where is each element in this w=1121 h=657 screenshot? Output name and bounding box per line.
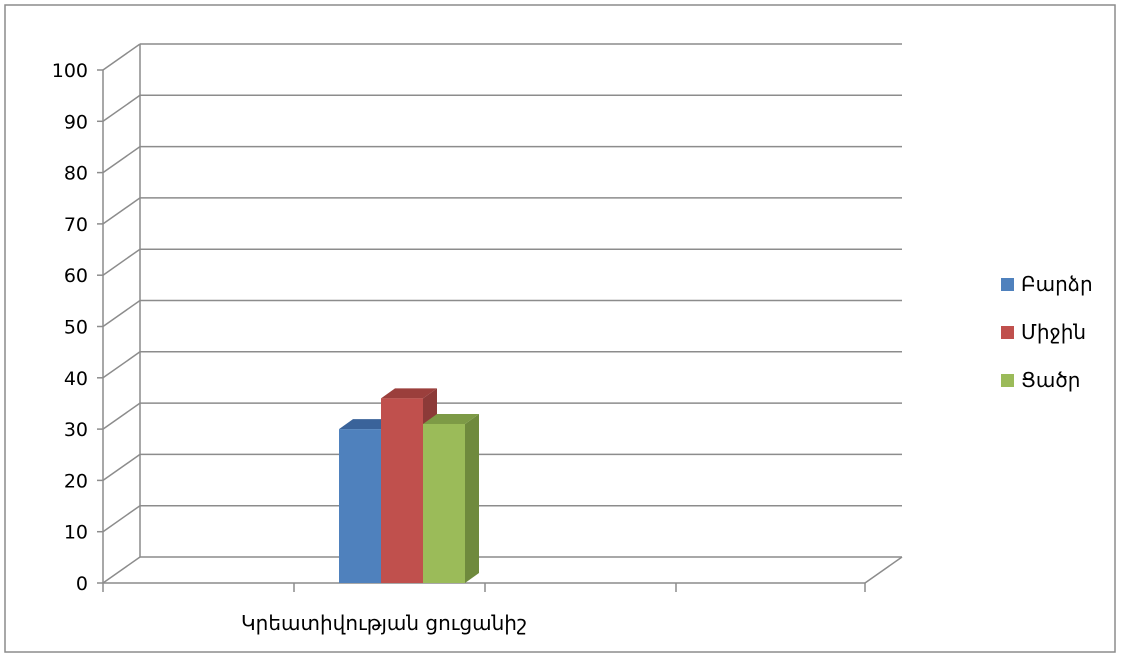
- gridline-side: [102, 299, 141, 328]
- y-tick-label: 100: [52, 60, 88, 82]
- bar-front: [339, 429, 381, 583]
- y-tick-label: 60: [64, 265, 88, 287]
- y-tick-label: 70: [64, 214, 88, 236]
- gridline-side: [102, 351, 141, 379]
- gridline-side: [102, 556, 141, 584]
- legend-item: Բարձր: [1001, 272, 1093, 296]
- gridline-side: [102, 94, 141, 122]
- y-tick-label: 30: [64, 419, 88, 441]
- bar-top: [423, 413, 479, 424]
- y-tick-label: 0: [76, 573, 88, 595]
- legend-label: Բարձր: [1021, 272, 1093, 296]
- y-tick-label: 40: [64, 368, 88, 390]
- bar-front: [381, 398, 423, 583]
- legend-label: Ցածր: [1021, 368, 1080, 392]
- gridline-side: [102, 453, 141, 482]
- y-tick-label: 90: [64, 111, 88, 133]
- legend-swatch: [1001, 278, 1014, 291]
- legend-swatch: [1001, 326, 1014, 339]
- gridline-side: [102, 505, 141, 533]
- floor-right-edge: [864, 556, 903, 584]
- bar-top: [381, 388, 437, 399]
- axes: [97, 44, 903, 592]
- gridline-side: [102, 145, 141, 174]
- y-tick-label: 80: [64, 163, 88, 185]
- legend-label: Միջին: [1021, 320, 1086, 344]
- gridline-side: [102, 248, 141, 276]
- legend-item: Միջին: [1001, 320, 1086, 344]
- bar-3: [423, 413, 479, 583]
- bar-side: [465, 413, 479, 583]
- gridline-side: [102, 43, 141, 71]
- legend: Բարձր Միջին Ցածր: [1001, 272, 1093, 392]
- gridline-side: [102, 402, 141, 430]
- bars: [339, 388, 479, 583]
- y-tick-label: 20: [64, 470, 88, 492]
- legend-item: Ցածր: [1001, 368, 1080, 392]
- axis-labels: 0 10 20 30 40 50 60 70 80 90 100 Կրեատիվության ցուց…: [52, 60, 527, 635]
- chart-border: [4, 4, 1116, 653]
- bar-front: [423, 423, 465, 583]
- x-category-label: Կրեատիվության ցուցանիշ: [241, 611, 527, 635]
- gridline-side: [102, 197, 141, 225]
- y-tick-label: 50: [64, 317, 88, 339]
- gridlines: [102, 43, 902, 584]
- legend-swatch: [1001, 374, 1014, 387]
- y-tick-label: 10: [64, 522, 88, 544]
